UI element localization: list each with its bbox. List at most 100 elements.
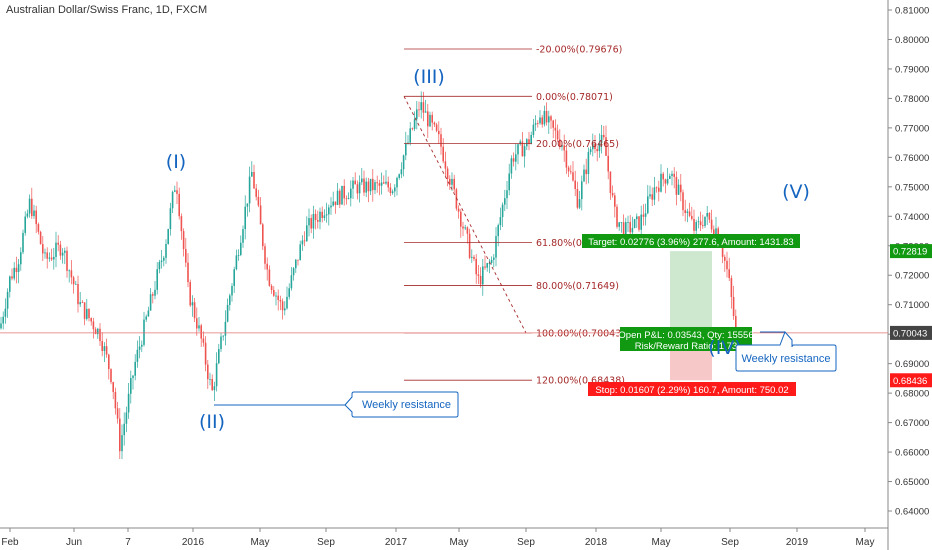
candle-body [83, 302, 86, 319]
candle-body [622, 222, 625, 237]
candle-body [479, 275, 482, 285]
candle [99, 323, 101, 346]
candle [440, 127, 442, 155]
candle [240, 235, 242, 257]
candle-body [182, 231, 185, 250]
candle-body [136, 349, 139, 362]
candle [552, 119, 554, 139]
candle [369, 178, 372, 195]
candle-body [400, 169, 403, 175]
candle-body [169, 208, 172, 230]
candle [55, 231, 57, 268]
candle-body [141, 344, 143, 347]
candle [275, 291, 277, 306]
x-tick-label: May [251, 537, 270, 548]
candle-body [317, 220, 319, 222]
candle [400, 162, 403, 179]
candle [435, 122, 438, 133]
candle [501, 202, 504, 227]
candle-body [119, 418, 121, 452]
x-tick-label: 2019 [786, 537, 809, 548]
candle-body [717, 228, 719, 239]
candle-body [339, 190, 341, 205]
candle [614, 192, 616, 218]
candle [284, 301, 286, 316]
candle [407, 135, 409, 145]
candle [449, 175, 451, 190]
candle [444, 151, 447, 177]
candle [251, 161, 253, 177]
stop-price-badge-bg [890, 373, 932, 388]
candle-body [284, 308, 286, 311]
candle [506, 181, 508, 210]
stop-price-badge: 0.68436 [890, 373, 932, 388]
candle-body [572, 172, 574, 181]
candle-body [466, 227, 469, 234]
candle-body [288, 288, 290, 297]
candle-body [556, 130, 559, 140]
candle [486, 262, 488, 272]
candle-body [94, 329, 97, 335]
candle-body [345, 198, 348, 200]
candle [167, 228, 169, 245]
candle-body [671, 173, 673, 176]
candle-body [539, 117, 541, 124]
x-tick-label: May [450, 537, 469, 548]
candle-body [259, 205, 262, 225]
candle-body [114, 392, 117, 409]
candle [385, 170, 387, 185]
candle [352, 177, 354, 200]
candle-body [75, 283, 77, 285]
candle [171, 190, 174, 213]
candle-body [609, 171, 612, 194]
candle-body [616, 206, 618, 227]
candle-body [253, 171, 255, 189]
candle-body [185, 249, 187, 263]
candle-body [180, 216, 183, 232]
candle [2, 311, 4, 330]
candle [75, 280, 77, 285]
candle-body [378, 183, 381, 186]
candle-body [270, 285, 273, 291]
candle [209, 372, 211, 386]
candle [534, 115, 537, 132]
candle [273, 286, 275, 297]
candle-body [598, 143, 601, 152]
candle-body [389, 187, 392, 194]
candle [677, 179, 680, 196]
candle-body [561, 145, 563, 147]
candle-body [334, 201, 337, 205]
candle [88, 308, 90, 322]
y-tick-label: 0.66000 [895, 448, 929, 459]
candle-body [160, 260, 163, 262]
candle [281, 298, 284, 320]
candle [147, 306, 150, 317]
candle-body [356, 184, 359, 194]
candle-body [708, 212, 711, 220]
candle-body [435, 124, 438, 131]
candle [499, 207, 502, 231]
candle [141, 340, 143, 353]
candle [605, 125, 607, 157]
candle [418, 101, 420, 117]
candle-body [523, 146, 526, 157]
candle-body [132, 375, 134, 379]
candle-body [99, 328, 101, 342]
y-tick-label: 0.69000 [895, 359, 929, 370]
candle-body [200, 325, 202, 339]
candle [53, 247, 55, 270]
chart-title: Australian Dollar/Swiss Franc, 1D, FXCM [6, 4, 208, 16]
y-tick-label: 0.74000 [895, 212, 929, 223]
candle [149, 288, 152, 311]
candle-body [127, 393, 130, 413]
candle [57, 235, 59, 252]
candle-body [163, 257, 165, 261]
candle-body [693, 218, 695, 231]
candle [182, 228, 185, 257]
candle [587, 147, 590, 184]
candle [664, 178, 667, 194]
candle-body [658, 187, 660, 192]
candle [180, 213, 183, 240]
candle-body [528, 139, 530, 144]
